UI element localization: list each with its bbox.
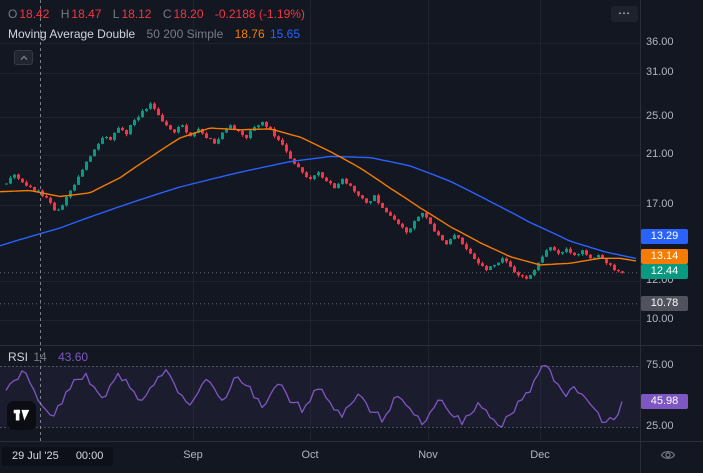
open-label: O	[8, 7, 18, 21]
price-axis-label-10: 10.00	[646, 313, 674, 325]
last-price-badge: 12.44	[641, 264, 688, 279]
close-label: C	[162, 7, 172, 21]
chevron-up-icon	[20, 55, 27, 60]
rsi-indicator-legend[interactable]: RSI 14 43.60	[8, 350, 90, 364]
rsi-param: 14	[33, 350, 47, 364]
rsi-axis-label-75: 75.00	[646, 359, 674, 371]
collapse-legend-button[interactable]	[14, 50, 33, 65]
ohlc-legend[interactable]: O 18.42 H 18.47 L 18.12 C 18.20 -0.2188 (-1.…	[8, 7, 307, 21]
high-label: H	[60, 7, 70, 21]
price-axis-label-17: 17.00	[646, 198, 674, 210]
visibility-button[interactable]	[656, 443, 680, 467]
level-price-badge: 10.78	[641, 296, 688, 311]
ma200-value: 15.65	[269, 27, 301, 41]
price-axis-label-25: 25.00	[646, 110, 674, 122]
tradingview-logo[interactable]	[7, 401, 36, 430]
eye-icon	[660, 451, 676, 459]
more-options-button[interactable]: ⋯	[611, 6, 638, 22]
close-value: 18.20	[173, 7, 204, 21]
ma-title: Moving Average Double	[8, 27, 136, 41]
change-value: -0.2188 (-1.19%)	[214, 7, 305, 21]
ma200-price-badge: 13.29	[641, 229, 688, 244]
tradingview-logo-icon	[13, 409, 30, 421]
time-axis-label-nov: Nov	[418, 449, 438, 461]
crosshair-time-badge: 29 Jul '25 00:00	[2, 447, 114, 466]
low-label: L	[112, 7, 120, 21]
ellipsis-icon: ⋯	[618, 6, 631, 20]
high-value: 18.47	[71, 7, 102, 21]
time-axis-label-sep: Sep	[183, 449, 203, 461]
time-axis-label-dec: Dec	[530, 449, 550, 461]
price-axis-label-21: 21.00	[646, 148, 674, 160]
crosshair-date: 29 Jul '25	[12, 450, 59, 462]
rsi-value: 43.60	[58, 350, 89, 364]
price-axis-label-36: 36.00	[646, 36, 674, 48]
rsi-value-badge: 45.98	[641, 394, 688, 409]
rsi-title: RSI	[8, 350, 29, 364]
time-axis-label-oct: Oct	[301, 449, 319, 461]
crosshair-time: 00:00	[75, 450, 104, 462]
price-axis-label-31: 31.00	[646, 66, 674, 78]
low-value: 18.12	[121, 7, 152, 21]
ma50-price-badge: 13.14	[641, 249, 688, 264]
ma50-value: 18.76	[234, 27, 265, 41]
open-value: 18.42	[19, 7, 50, 21]
rsi-axis-label-25: 25.00	[646, 420, 674, 432]
ma-indicator-legend[interactable]: Moving Average Double 50 200 Simple 18.7…	[8, 27, 302, 41]
ma-params: 50 200 Simple	[146, 27, 224, 41]
